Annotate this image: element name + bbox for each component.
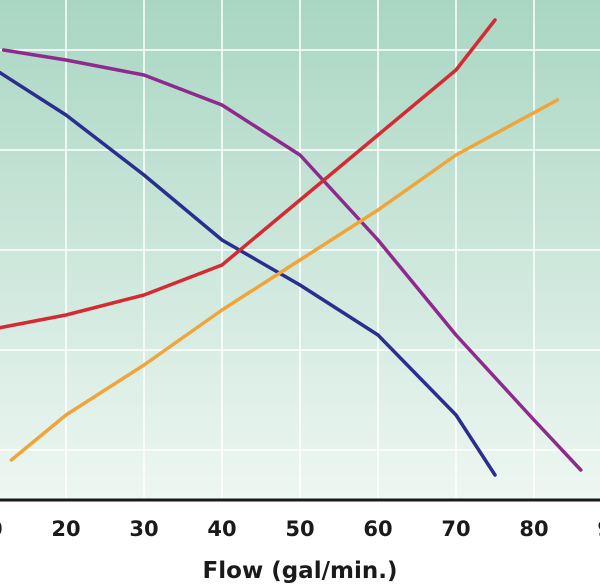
x-tick-label: 60: [363, 517, 392, 541]
x-tick-label: 10: [0, 517, 3, 541]
series-line-1: [0, 70, 497, 477]
series-line-3: [0, 18, 497, 330]
x-tick-label: 50: [285, 517, 314, 541]
x-tick-label: 30: [129, 517, 158, 541]
x-tick-label: 80: [519, 517, 548, 541]
data-series: [0, 18, 583, 477]
x-tick-label: 90: [597, 517, 600, 541]
grid-lines: [0, 0, 600, 500]
x-tick-label: 40: [207, 517, 236, 541]
x-tick-label: 70: [441, 517, 470, 541]
x-axis-title: Flow (gal/min.): [203, 558, 398, 584]
x-tick-label: 20: [51, 517, 80, 541]
series-line-2: [1, 48, 583, 472]
x-tick-labels: 10 20 30 40 50 60 70 80 90: [0, 517, 600, 541]
series-line-4: [9, 98, 560, 462]
